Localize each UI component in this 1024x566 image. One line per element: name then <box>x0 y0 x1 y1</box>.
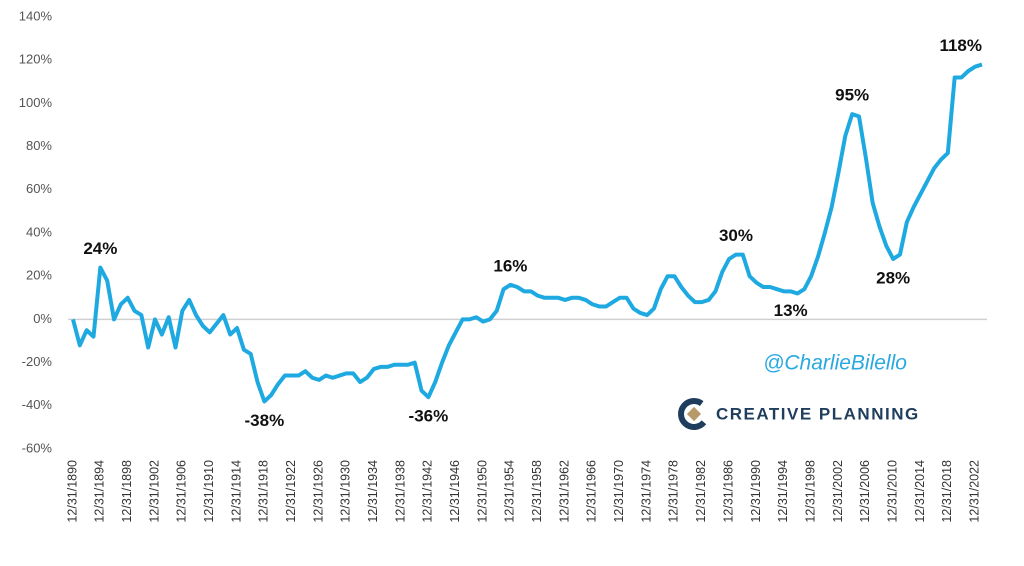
y-tick-label: 100% <box>19 95 53 110</box>
y-tick-label: 60% <box>26 181 52 196</box>
y-tick-label: 80% <box>26 138 52 153</box>
x-tick-label: 12/31/1954 <box>503 460 517 523</box>
x-tick-label: 12/31/1934 <box>366 460 380 523</box>
logo-text: CREATIVE PLANNING <box>716 404 920 423</box>
watermark: @CharlieBilello <box>763 352 907 375</box>
x-tick-label: 12/31/1910 <box>202 460 216 523</box>
x-tick-label: 12/31/1930 <box>339 460 353 523</box>
x-tick-label: 12/31/1946 <box>448 460 462 523</box>
x-tick-label: 12/31/1906 <box>175 460 189 523</box>
x-tick-label: 12/31/1938 <box>393 460 407 523</box>
data-label: 24% <box>83 239 117 258</box>
y-tick-label: -40% <box>22 397 53 412</box>
y-tick-label: 0% <box>33 311 52 326</box>
data-label: 13% <box>774 301 808 320</box>
x-tick-label: 12/31/1922 <box>284 460 298 523</box>
data-label: 30% <box>719 226 753 245</box>
y-tick-label: 40% <box>26 224 52 239</box>
x-tick-label: 12/31/1890 <box>65 460 79 523</box>
x-tick-label: 12/31/1970 <box>612 460 626 523</box>
data-label: -38% <box>245 411 285 430</box>
x-tick-label: 12/31/1950 <box>475 460 489 523</box>
x-tick-label: 12/31/1914 <box>229 460 243 523</box>
x-tick-label: 12/31/1986 <box>721 460 735 523</box>
y-tick-label: 20% <box>26 268 52 283</box>
y-tick-label: 120% <box>19 52 53 67</box>
x-tick-label: 12/31/2002 <box>831 460 845 523</box>
x-tick-label: 12/31/2010 <box>885 460 899 523</box>
data-label: 28% <box>876 268 910 287</box>
x-tick-label: 12/31/1966 <box>585 460 599 523</box>
x-tick-label: 12/31/1894 <box>93 460 107 523</box>
x-tick-label: 12/31/2014 <box>913 460 927 523</box>
y-tick-label: 140% <box>19 8 53 23</box>
x-tick-label: 12/31/1974 <box>639 460 653 523</box>
x-tick-label: 12/31/1918 <box>257 460 271 523</box>
x-tick-label: 12/31/1902 <box>147 460 161 523</box>
x-tick-label: 12/31/1982 <box>694 460 708 523</box>
data-label: 16% <box>493 256 527 275</box>
x-tick-label: 12/31/1978 <box>667 460 681 523</box>
x-tick-label: 12/31/1942 <box>421 460 435 523</box>
x-tick-label: 12/31/1926 <box>311 460 325 523</box>
x-tick-label: 12/31/1962 <box>557 460 571 523</box>
line <box>71 62 983 404</box>
y-tick-label: -20% <box>22 354 53 369</box>
x-tick-label: 12/31/2018 <box>940 460 954 523</box>
x-tick-label: 12/31/1958 <box>530 460 544 523</box>
data-label: -36% <box>409 407 449 426</box>
x-tick-label: 12/31/1998 <box>803 460 817 523</box>
x-tick-label: 12/31/1994 <box>776 460 790 523</box>
data-label: 95% <box>835 86 869 105</box>
x-tick-label: 12/31/2022 <box>967 460 981 523</box>
data-label: 118% <box>939 36 982 55</box>
x-tick-label: 12/31/1990 <box>749 460 763 523</box>
x-tick-label: 12/31/1898 <box>120 460 134 523</box>
x-tick-label: 12/31/2006 <box>858 460 872 523</box>
logo-icon <box>678 398 710 430</box>
y-tick-label: -60% <box>22 440 53 455</box>
